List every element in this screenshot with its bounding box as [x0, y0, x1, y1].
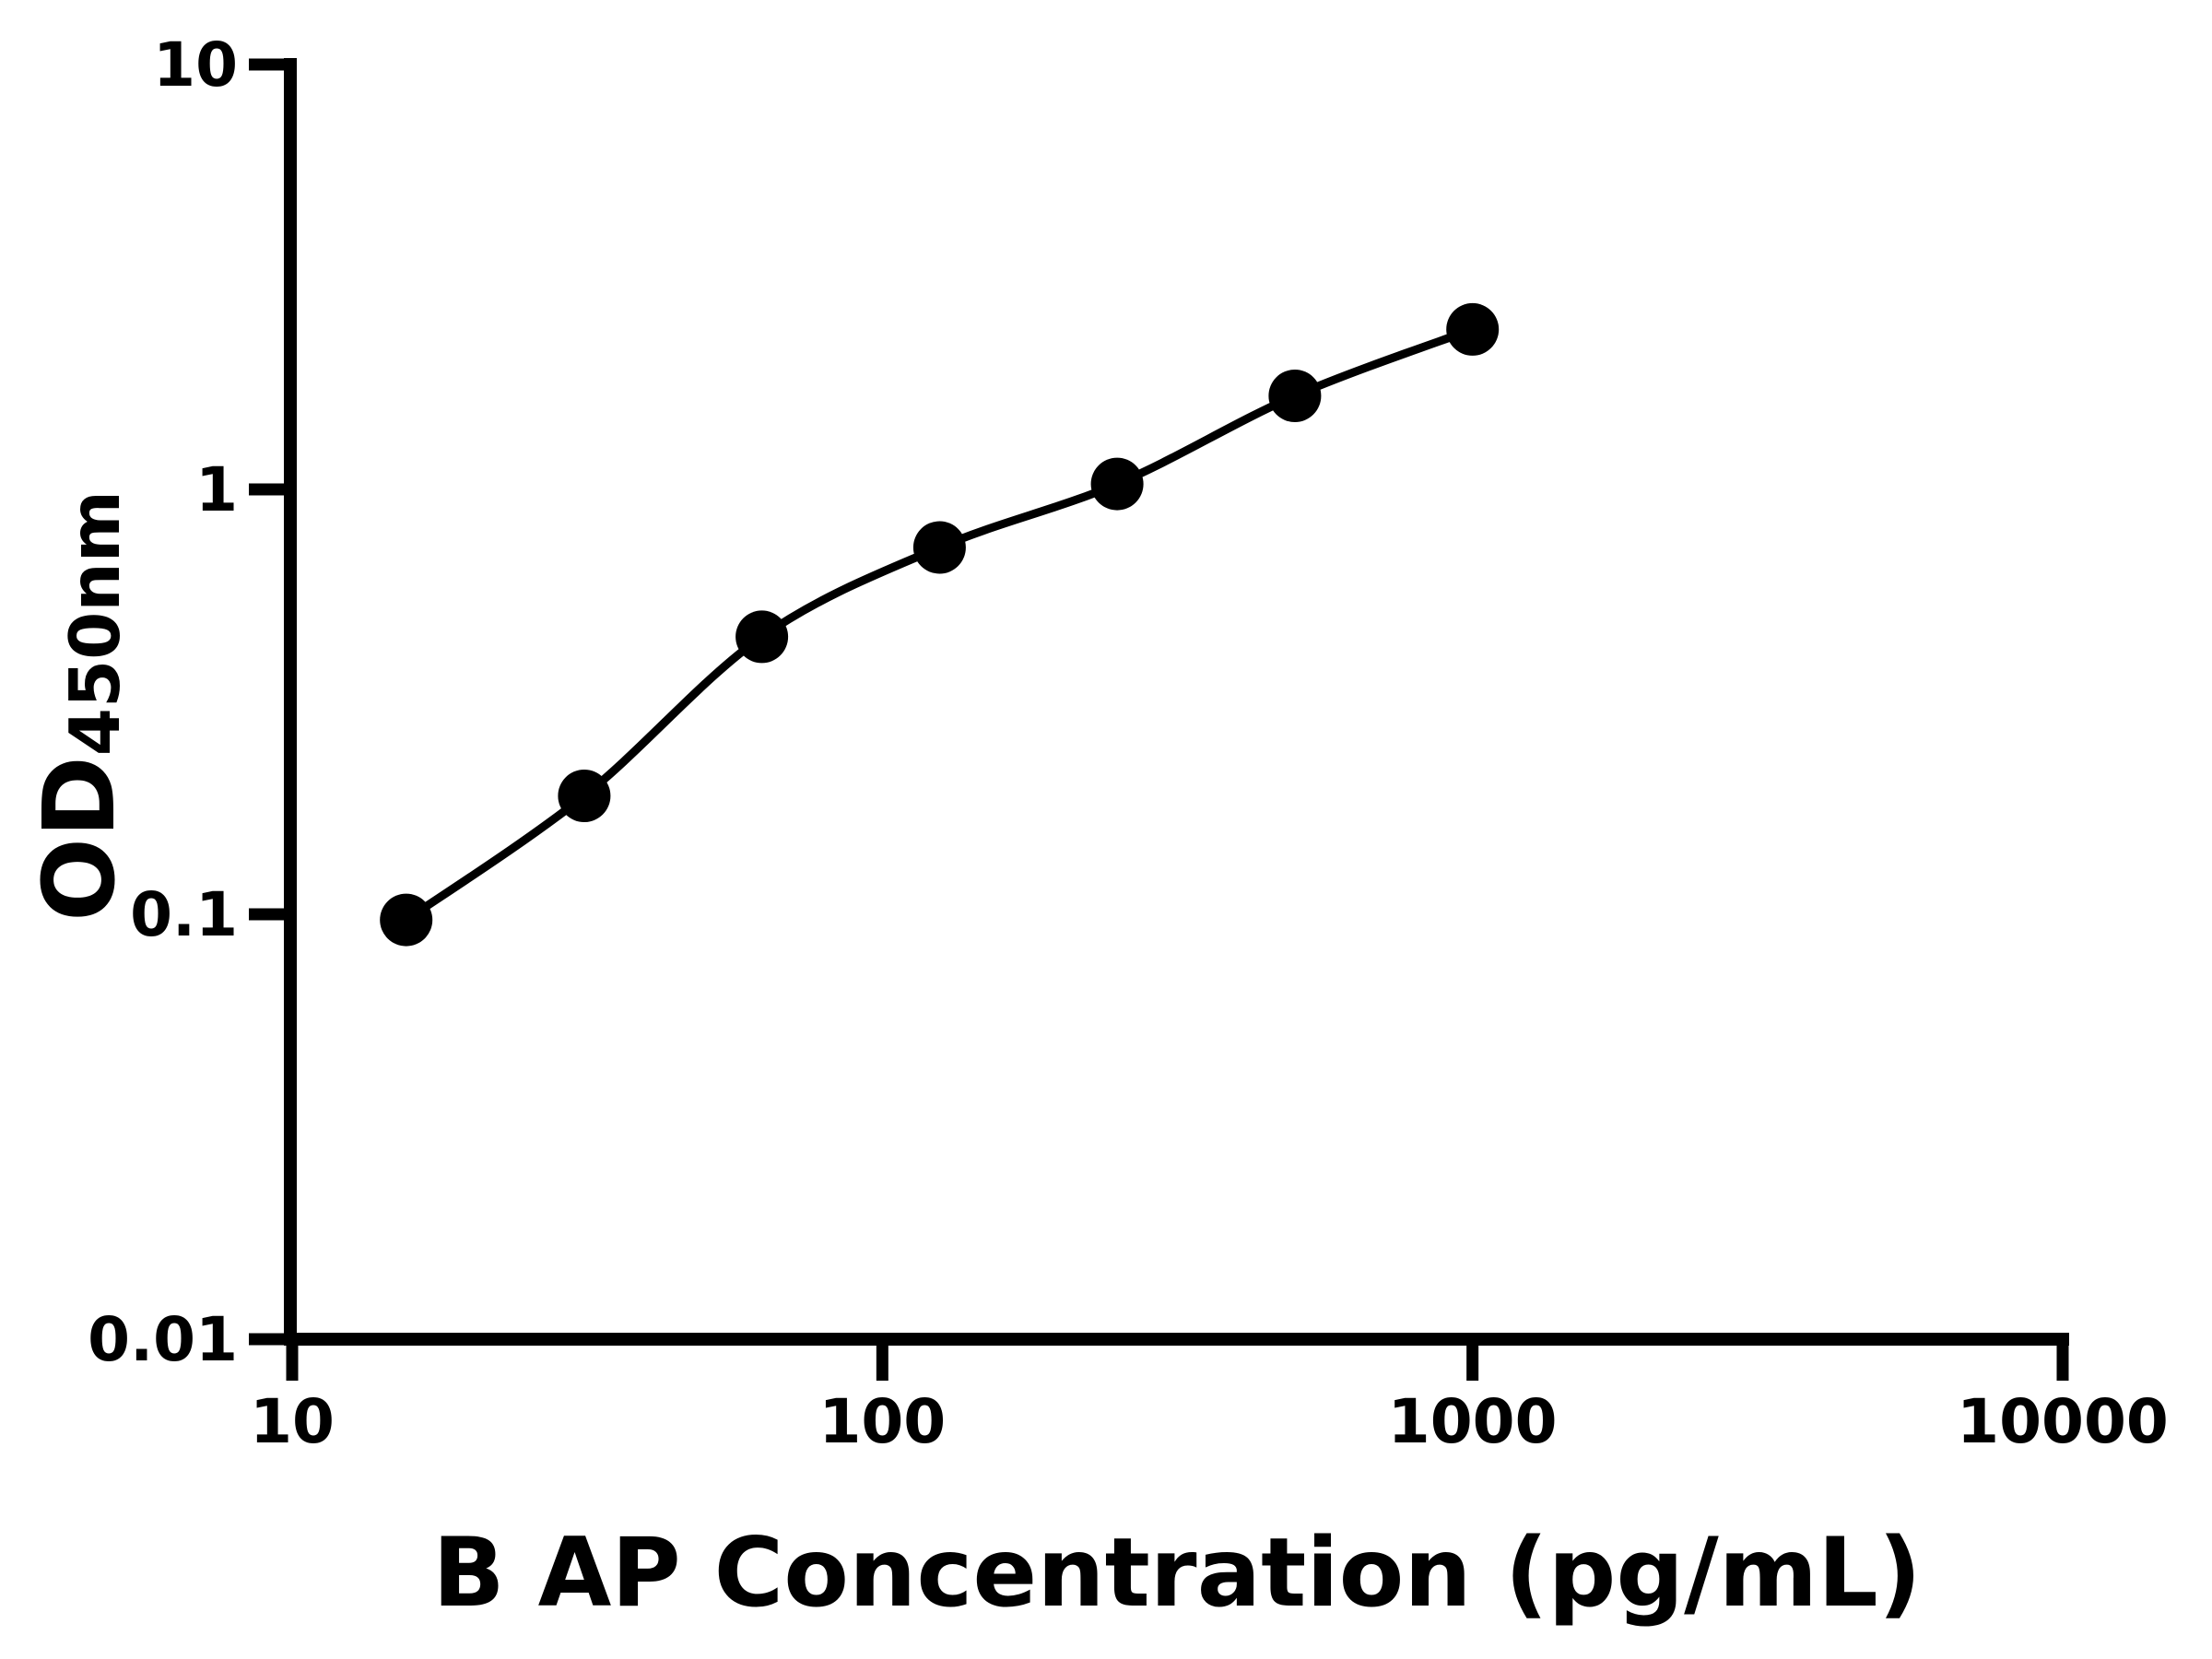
- x-tick-label: 1000: [1388, 1386, 1558, 1457]
- data-series-layer: [380, 302, 1500, 947]
- x-tick-label: 10000: [1957, 1386, 2169, 1457]
- data-point: [735, 610, 789, 664]
- x-axis-title: B AP Concentration (pg/mL): [432, 1518, 1922, 1629]
- data-point: [912, 521, 966, 574]
- data-point: [1446, 302, 1500, 356]
- y-axis-title: OD450nm: [23, 490, 137, 922]
- data-point: [380, 893, 433, 947]
- x-tick-label: 10: [250, 1386, 335, 1457]
- x-tick-label: 100: [818, 1386, 946, 1457]
- y-axis-title-main: OD: [23, 756, 137, 922]
- y-tick-label: 1: [195, 454, 238, 525]
- y-tick-label: 10: [153, 29, 238, 100]
- data-point: [558, 770, 611, 822]
- y-axis-title-subscript: 450nm: [54, 490, 135, 756]
- fit-curve: [402, 324, 1477, 924]
- y-tick-label: 0.1: [130, 879, 238, 950]
- y-tick-label: 0.01: [88, 1304, 238, 1375]
- data-point: [1090, 457, 1144, 511]
- data-point: [1268, 370, 1322, 422]
